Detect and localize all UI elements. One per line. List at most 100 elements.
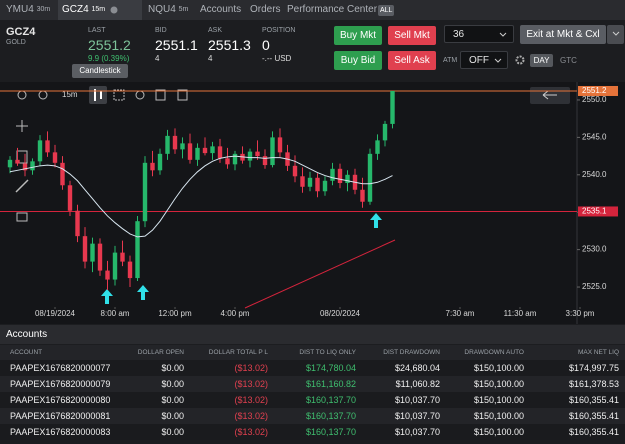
- quantity-input[interactable]: 36: [444, 25, 514, 43]
- price-level-label: 2551.2: [582, 86, 607, 95]
- cell: $0.00: [128, 360, 190, 376]
- candle-body: [315, 177, 320, 192]
- cell: $10,037.70: [362, 424, 446, 440]
- y-tick-label: 2550.0: [582, 95, 607, 104]
- nav-item[interactable]: Orders: [250, 4, 281, 15]
- template-icon[interactable]: [155, 89, 166, 101]
- settings-icon[interactable]: [514, 54, 526, 66]
- y-tick-label: 2545.0: [582, 132, 607, 141]
- cell: PAAPEX1676820000083: [0, 424, 128, 440]
- lock-icon[interactable]: [16, 212, 28, 222]
- column-header: DIST TO LIQ ONLY: [274, 345, 362, 360]
- candle-body: [307, 177, 313, 187]
- symbol: GCZ4: [6, 26, 36, 38]
- tab[interactable]: GCZ4 15m: [58, 0, 142, 20]
- exit-button[interactable]: Exit at Mkt & Cxl: [520, 25, 606, 44]
- candle-body: [345, 174, 350, 184]
- quantity: 36: [453, 29, 465, 40]
- tab-symbol: YMU4: [6, 4, 34, 15]
- column-header: DOLLAR OPEN: [128, 345, 190, 360]
- atm-select[interactable]: OFF: [460, 51, 508, 69]
- chart-background: [0, 82, 625, 324]
- tab[interactable]: YMU4 30m: [0, 0, 60, 20]
- tif-gtc[interactable]: GTC: [560, 56, 577, 65]
- candle-body: [367, 153, 373, 202]
- cell: $10,037.70: [362, 408, 446, 424]
- cell: $10,037.70: [362, 392, 446, 408]
- tooltip: Candlestick: [72, 64, 128, 78]
- sell-mkt-button[interactable]: Sell Mkt: [388, 26, 436, 45]
- account-row[interactable]: PAAPEX1676820000080 $0.00 ($13.02) $160,137…: [0, 392, 625, 408]
- atm-label: ATM: [443, 57, 458, 64]
- candle-body: [135, 221, 140, 279]
- cell: $161,378.53: [530, 376, 625, 392]
- candle-body: [270, 137, 275, 166]
- cell: ($13.02): [190, 360, 274, 376]
- exit-dropdown[interactable]: [607, 25, 624, 44]
- nav-item[interactable]: Accounts: [200, 4, 242, 15]
- last-price: 2551.2: [88, 37, 131, 53]
- candle-body: [337, 168, 343, 184]
- x-tick-label: 7:30 am: [446, 309, 475, 318]
- candle-body: [60, 162, 65, 186]
- account-row[interactable]: PAAPEX1676820000077 $0.00 ($13.02) $174,780…: [0, 360, 625, 376]
- cell: $160,137.70: [274, 424, 362, 440]
- price-level-tag: [578, 85, 618, 96]
- change: 9.9 (0.39%): [88, 54, 130, 63]
- candle-body: [172, 135, 178, 150]
- candlestick-button[interactable]: [89, 86, 107, 104]
- tab-symbol: GCZ4: [62, 4, 89, 15]
- account-row[interactable]: PAAPEX1676820000081 $0.00 ($13.02) $160,137…: [0, 408, 625, 424]
- tif-day[interactable]: DAY: [530, 54, 553, 67]
- cell: $150,100.00: [446, 424, 530, 440]
- candle-body: [225, 158, 230, 165]
- cell: PAAPEX1676820000077: [0, 360, 128, 376]
- trend-line: [244, 239, 396, 309]
- ask-size: 4: [208, 54, 213, 63]
- candle-body: [202, 147, 208, 154]
- price-level-label: 2535.1: [582, 207, 607, 216]
- column-header: MAX NET LIQ: [530, 345, 625, 360]
- candle-body: [97, 243, 103, 271]
- ask: 2551.3: [208, 37, 251, 53]
- bid-size: 4: [155, 54, 160, 63]
- candle-body: [45, 140, 50, 153]
- candle-body: [112, 252, 118, 280]
- candle-body: [262, 156, 268, 166]
- candle-body: [382, 123, 388, 141]
- cell: ($13.02): [190, 376, 274, 392]
- chart-interval[interactable]: 15m: [62, 90, 78, 99]
- x-tick-label: 12:00 pm: [158, 309, 192, 318]
- cell: ($13.02): [190, 408, 274, 424]
- select-icon[interactable]: [113, 89, 125, 101]
- candle-body: [82, 236, 88, 262]
- candle-body: [30, 161, 35, 171]
- candle-body: [157, 153, 163, 171]
- account-row[interactable]: PAAPEX1676820000079 $0.00 ($13.02) $161,160…: [0, 376, 625, 392]
- last-label: LAST: [88, 27, 106, 34]
- sell-ask-button[interactable]: Sell Ask: [388, 51, 436, 70]
- buy-bid-button[interactable]: Buy Bid: [334, 51, 382, 70]
- candle-body: [390, 90, 395, 124]
- candle-body: [120, 252, 125, 262]
- candle-body: [232, 153, 238, 165]
- dropdown-icon: [494, 58, 502, 63]
- table-header: ACCOUNT DOLLAR OPEN DOLLAR TOTAL P L DIST T…: [0, 345, 625, 360]
- candle-body: [360, 189, 365, 202]
- cell: $0.00: [128, 424, 190, 440]
- cell: $24,680.04: [362, 360, 446, 376]
- account-row[interactable]: PAAPEX1676820000083 $0.00 ($13.02) $160,137…: [0, 424, 625, 440]
- copy-icon[interactable]: [177, 89, 188, 101]
- tab[interactable]: NQU4 5m: [148, 0, 188, 20]
- x-tick-label: 11:30 am: [504, 309, 537, 318]
- nav-item[interactable]: Performance Center: [287, 4, 378, 15]
- tab-interval: 5m: [178, 6, 189, 13]
- crosshair-icon[interactable]: [16, 120, 28, 132]
- y-tick-label: 2530.0: [582, 245, 607, 254]
- nav-badge[interactable]: ALL: [378, 5, 395, 16]
- line-tool-icon[interactable]: [15, 179, 29, 193]
- candle-body: [292, 165, 298, 177]
- buy-mkt-button[interactable]: Buy Mkt: [334, 26, 382, 45]
- accounts-bar: Accounts: [0, 325, 625, 344]
